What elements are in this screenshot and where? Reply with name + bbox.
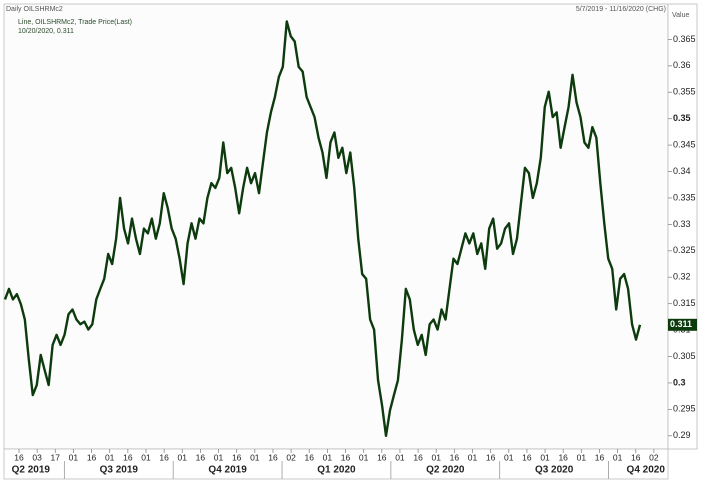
y-tick-label: 0.29 [673, 430, 691, 440]
last-value-badge [668, 318, 697, 331]
y-tick-label: 0.3 [673, 377, 686, 387]
plot-area [3, 3, 669, 450]
x-tick-label: 02 [649, 452, 659, 462]
x-tick-label: 01 [431, 452, 441, 462]
x-tick-label: 01 [359, 452, 369, 462]
x-tick-label: 16 [377, 452, 387, 462]
x-group-label: Q4 2020 [627, 465, 666, 476]
x-axis-area [3, 448, 669, 480]
x-tick-label: 01 [504, 452, 514, 462]
y-tick-label: 0.325 [673, 245, 696, 255]
x-tick-label: 17 [51, 452, 61, 462]
x-tick-label: 16 [413, 452, 423, 462]
x-tick-label: 01 [69, 452, 79, 462]
x-tick-label: 16 [341, 452, 351, 462]
y-tick-label: 0.355 [673, 87, 696, 97]
y-tick-label: 0.335 [673, 192, 696, 202]
date-range: 5/7/2019 - 11/16/2020 (CHG) [576, 6, 666, 13]
y-tick-label: 0.32 [673, 272, 691, 282]
last-value-label: 0.311 [670, 319, 692, 329]
x-tick-label: 01 [178, 452, 188, 462]
x-tick-label: 01 [250, 452, 260, 462]
y-tick-label: 0.365 [673, 34, 696, 44]
x-tick-label: 16 [232, 452, 242, 462]
x-tick-label: 16 [14, 452, 24, 462]
y-axis-label: Value [672, 12, 689, 19]
x-group-label: Q3 2019 [100, 465, 139, 476]
x-tick-label: 01 [577, 452, 587, 462]
x-group-label: Q4 2019 [208, 465, 247, 476]
x-group-label: Q2 2020 [426, 465, 465, 476]
y-tick-label: 0.345 [673, 139, 696, 149]
x-tick-label: 02 [286, 452, 296, 462]
x-tick-label: 16 [522, 452, 532, 462]
x-group-label: Q3 2020 [535, 465, 574, 476]
x-group-label: Q1 2020 [317, 465, 356, 476]
x-tick-label: 01 [141, 452, 151, 462]
x-tick-label: 01 [540, 452, 550, 462]
x-tick-label: 01 [323, 452, 333, 462]
price-line [3, 20, 642, 437]
x-tick-label: 16 [558, 452, 568, 462]
x-tick-label: 16 [486, 452, 496, 462]
x-tick-label: 01 [105, 452, 115, 462]
y-tick-label: 0.315 [673, 298, 696, 308]
x-tick-label: 01 [214, 452, 224, 462]
x-tick-label: 16 [268, 452, 278, 462]
x-tick-label: 16 [631, 452, 641, 462]
chart-title: Daily OILSHRMc2 [6, 6, 63, 13]
x-tick-label: 16 [450, 452, 460, 462]
x-tick-label: 16 [159, 452, 169, 462]
y-axis-area [667, 3, 698, 450]
x-tick-label: 03 [32, 452, 42, 462]
x-tick-label: 01 [613, 452, 623, 462]
x-group-label: Q2 2019 [12, 465, 51, 476]
x-tick-label: 01 [395, 452, 405, 462]
x-tick-label: 16 [196, 452, 206, 462]
y-tick-label: 0.33 [673, 219, 691, 229]
y-tick-label: 0.35 [673, 113, 691, 123]
x-tick-label: 16 [305, 452, 315, 462]
x-tick-label: 16 [595, 452, 605, 462]
x-tick-label: 16 [87, 452, 97, 462]
y-tick-label: 0.34 [673, 166, 691, 176]
y-tick-label: 0.305 [673, 351, 696, 361]
y-tick-label: 0.295 [673, 404, 696, 414]
x-tick-label: 16 [123, 452, 133, 462]
last-point: 10/20/2020, 0.311 [18, 28, 74, 35]
x-tick-label: 01 [468, 452, 478, 462]
y-tick-label: 0.36 [673, 60, 691, 70]
subtitle: Line, OILSHRMc2, Trade Price(Last) [18, 19, 132, 26]
